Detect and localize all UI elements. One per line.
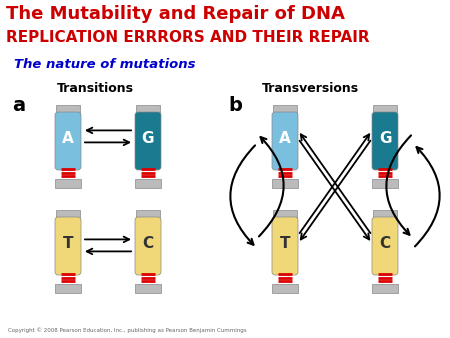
FancyBboxPatch shape	[372, 179, 398, 188]
Text: C: C	[143, 236, 153, 251]
FancyBboxPatch shape	[55, 112, 81, 170]
FancyBboxPatch shape	[372, 112, 398, 170]
FancyBboxPatch shape	[55, 217, 81, 275]
Text: Transversions: Transversions	[261, 82, 359, 95]
FancyBboxPatch shape	[273, 105, 297, 115]
FancyBboxPatch shape	[136, 105, 160, 115]
FancyBboxPatch shape	[56, 105, 80, 115]
Text: A: A	[62, 131, 74, 146]
Text: G: G	[379, 131, 391, 146]
FancyBboxPatch shape	[135, 112, 161, 170]
FancyBboxPatch shape	[373, 210, 397, 220]
FancyBboxPatch shape	[55, 284, 81, 293]
Text: The nature of mutations: The nature of mutations	[14, 58, 195, 71]
FancyBboxPatch shape	[272, 179, 298, 188]
FancyBboxPatch shape	[272, 217, 298, 275]
Text: Transitions: Transitions	[57, 82, 134, 95]
Text: C: C	[379, 236, 391, 251]
Text: T: T	[63, 236, 73, 251]
FancyBboxPatch shape	[55, 179, 81, 188]
FancyBboxPatch shape	[135, 284, 161, 293]
FancyBboxPatch shape	[272, 284, 298, 293]
FancyBboxPatch shape	[272, 112, 298, 170]
Text: A: A	[279, 131, 291, 146]
Text: T: T	[280, 236, 290, 251]
Text: REPLICATION ERRRORS AND THEIR REPAIR: REPLICATION ERRRORS AND THEIR REPAIR	[6, 30, 369, 45]
FancyBboxPatch shape	[135, 179, 161, 188]
FancyBboxPatch shape	[56, 210, 80, 220]
FancyBboxPatch shape	[136, 210, 160, 220]
Text: b: b	[228, 96, 242, 115]
FancyBboxPatch shape	[135, 217, 161, 275]
FancyBboxPatch shape	[373, 105, 397, 115]
Text: Copyright © 2008 Pearson Education, Inc., publishing as Pearson Benjamin Cumming: Copyright © 2008 Pearson Education, Inc.…	[8, 328, 247, 333]
FancyBboxPatch shape	[372, 217, 398, 275]
FancyBboxPatch shape	[273, 210, 297, 220]
FancyBboxPatch shape	[372, 284, 398, 293]
Text: G: G	[142, 131, 154, 146]
Text: The Mutability and Repair of DNA: The Mutability and Repair of DNA	[6, 5, 345, 23]
Text: a: a	[12, 96, 25, 115]
